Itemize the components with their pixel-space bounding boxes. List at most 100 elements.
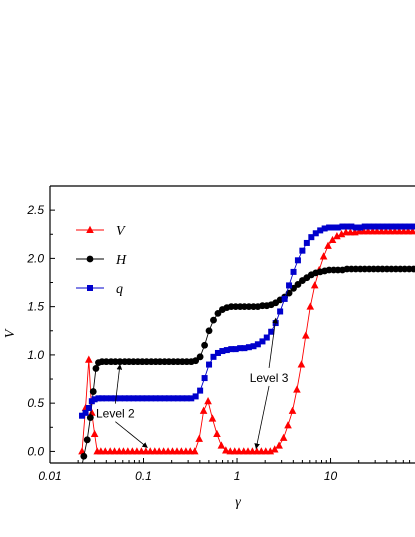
data-point bbox=[197, 387, 204, 394]
data-point bbox=[78, 447, 86, 455]
data-point bbox=[344, 223, 351, 230]
y-tick-label: 2.0 bbox=[26, 251, 44, 265]
data-point bbox=[116, 358, 124, 366]
data-point bbox=[199, 406, 208, 414]
data-point bbox=[294, 257, 301, 264]
data-point bbox=[79, 412, 86, 419]
data-point bbox=[130, 395, 137, 402]
data-point bbox=[188, 395, 195, 402]
data-point bbox=[275, 441, 283, 449]
data-point bbox=[397, 223, 404, 230]
legend-entry-q: q bbox=[76, 282, 123, 297]
y-tick-label: 0.5 bbox=[27, 396, 44, 410]
data-point bbox=[205, 327, 213, 335]
data-point bbox=[401, 223, 408, 230]
data-point bbox=[90, 429, 99, 438]
data-point bbox=[241, 345, 248, 352]
data-point bbox=[134, 395, 141, 402]
data-point bbox=[297, 360, 306, 368]
data-point bbox=[190, 447, 199, 455]
data-point bbox=[388, 223, 395, 230]
series-line-q bbox=[81, 226, 414, 417]
data-point bbox=[337, 230, 346, 238]
data-point bbox=[299, 247, 306, 254]
data-point bbox=[208, 414, 217, 422]
data-point bbox=[156, 395, 163, 402]
data-point bbox=[310, 281, 319, 289]
data-point bbox=[361, 223, 368, 230]
data-point bbox=[86, 414, 94, 422]
data-point bbox=[333, 231, 341, 240]
series-V bbox=[78, 227, 415, 455]
data-point bbox=[139, 395, 146, 402]
data-point bbox=[206, 361, 213, 368]
data-point bbox=[121, 395, 128, 402]
data-point bbox=[196, 353, 204, 361]
annotation-label: Level 3 bbox=[250, 371, 289, 385]
data-point bbox=[112, 395, 119, 402]
data-point bbox=[219, 348, 226, 355]
legend-entry-V: V bbox=[76, 224, 126, 239]
data-point bbox=[82, 409, 89, 416]
annotations: Level 2 Level 3 bbox=[96, 317, 289, 450]
data-point bbox=[99, 395, 106, 402]
data-point bbox=[288, 406, 297, 414]
x-tick-label: 0.1 bbox=[135, 469, 152, 483]
data-point bbox=[108, 395, 115, 402]
data-point bbox=[77, 471, 84, 478]
data-point bbox=[392, 223, 399, 230]
data-point bbox=[210, 316, 217, 324]
data-point bbox=[268, 328, 275, 335]
data-point bbox=[152, 395, 159, 402]
legend-label-q: q bbox=[116, 282, 123, 297]
data-point bbox=[308, 234, 315, 241]
annotation-arrow bbox=[114, 363, 123, 404]
legend-marker-q bbox=[87, 285, 93, 291]
data-point bbox=[303, 239, 310, 246]
data-point bbox=[174, 395, 181, 402]
data-point bbox=[284, 421, 292, 429]
x-axis-label: γ bbox=[235, 495, 241, 510]
data-point bbox=[85, 404, 92, 411]
data-point bbox=[370, 223, 377, 230]
data-point bbox=[165, 395, 172, 402]
data-point bbox=[339, 223, 346, 230]
data-point bbox=[254, 341, 261, 348]
data-point bbox=[95, 395, 102, 402]
series-q bbox=[79, 223, 415, 419]
data-point bbox=[143, 395, 150, 402]
data-point bbox=[328, 235, 337, 244]
data-point bbox=[319, 252, 328, 260]
legend: VHq bbox=[76, 224, 127, 297]
data-point bbox=[217, 441, 226, 449]
data-point bbox=[91, 396, 98, 403]
data-point bbox=[214, 349, 221, 356]
legend-marker-H bbox=[86, 255, 94, 263]
data-point bbox=[321, 225, 328, 232]
data-point bbox=[245, 344, 252, 351]
series-line-H bbox=[82, 268, 414, 463]
data-point bbox=[293, 385, 301, 393]
series-H bbox=[77, 265, 415, 478]
data-point bbox=[223, 347, 230, 354]
data-point bbox=[250, 343, 257, 350]
x-tick-label: 0.01 bbox=[38, 469, 61, 483]
data-point bbox=[317, 227, 324, 234]
data-point bbox=[334, 224, 341, 231]
data-point bbox=[352, 224, 359, 231]
data-point bbox=[270, 445, 279, 453]
data-point bbox=[286, 282, 293, 289]
data-point bbox=[326, 224, 333, 231]
data-point bbox=[237, 345, 244, 352]
data-point bbox=[290, 268, 297, 275]
annotation-arrow bbox=[115, 421, 148, 448]
data-point bbox=[170, 395, 177, 402]
annotation-arrow bbox=[268, 317, 278, 368]
data-point bbox=[324, 241, 332, 249]
data-point bbox=[161, 395, 168, 402]
data-point bbox=[259, 338, 266, 345]
data-point bbox=[383, 223, 390, 230]
data-point bbox=[375, 223, 382, 230]
data-point bbox=[126, 395, 133, 402]
